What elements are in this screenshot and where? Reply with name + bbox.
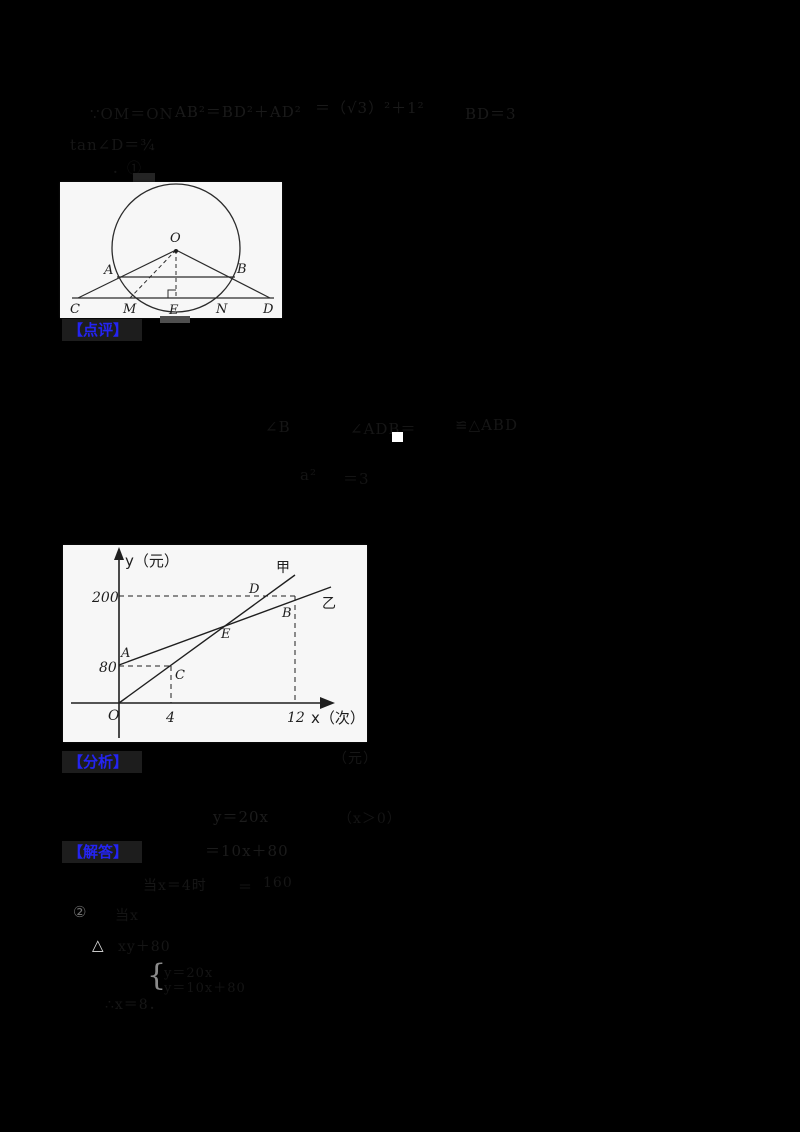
faint-text: ∠ADB＝ — [350, 420, 417, 438]
y-axis-label: y（元） — [125, 552, 179, 570]
label-O: O — [170, 231, 181, 246]
faint-text: ∠B — [265, 418, 291, 436]
faint-text: ＝（√3）²＋1² — [315, 99, 425, 117]
line-jia — [118, 574, 296, 704]
label-D: D — [248, 582, 260, 597]
image-artifact — [160, 316, 190, 323]
label-E: E — [168, 303, 179, 318]
faint-text: y＝20x — [213, 808, 270, 826]
label-M: M — [122, 302, 137, 317]
faint-text: BD＝3 — [465, 105, 517, 123]
x-axis-label: x（次） — [311, 709, 365, 727]
line-OC — [77, 249, 177, 299]
tick-80: 80 — [99, 660, 117, 676]
marker-label: 【分析】 — [68, 752, 129, 771]
label-jia: 甲 — [276, 560, 290, 576]
section-marker-fenxi: 【分析】 — [62, 751, 142, 773]
dashed-OM — [129, 249, 177, 299]
faint-text: 160 — [263, 875, 293, 891]
faint-text: y＝20x — [164, 966, 214, 981]
faint-text: y＝10x＋80 — [164, 981, 246, 996]
faint-text: 当x — [115, 908, 139, 924]
label-D: D — [262, 302, 274, 317]
tick-4: 4 — [165, 710, 175, 726]
center-dot-O — [174, 249, 178, 253]
faint-text: a² — [300, 466, 317, 484]
figure-line-graph: y（元） x（次） 200 80 O 4 12 甲 乙 A B C D E — [63, 545, 367, 742]
circle-O — [111, 183, 241, 313]
section-marker-dianping: 【点评】 — [62, 319, 142, 341]
label-B: B — [236, 262, 247, 277]
tick-200: 200 — [91, 590, 119, 606]
figure-circle-diagram: O A B C M E N D — [60, 182, 282, 318]
label-C: C — [175, 668, 185, 683]
item-number: ② — [73, 903, 88, 921]
white-box-glyph — [392, 432, 403, 442]
faint-text: ＝10x＋80 — [205, 842, 289, 860]
faint-text: AB²＝BD²＋AD² — [175, 103, 302, 121]
faint-text: tan∠D＝¾ — [70, 136, 156, 154]
faint-text: ∵OM＝ON — [90, 105, 174, 123]
right-angle-mark — [167, 289, 176, 298]
line-graph-svg: y（元） x（次） 200 80 O 4 12 甲 乙 A B C D E — [71, 547, 365, 738]
label-yi: 乙 — [322, 596, 336, 612]
faint-text: ＝ — [238, 880, 253, 896]
marker-label: 【点评】 — [68, 320, 129, 339]
label-C: C — [70, 302, 80, 317]
faint-text: ∴x＝8． — [105, 997, 164, 1013]
faint-text: （x＞0） — [338, 811, 402, 827]
faint-text: xy＋80 — [118, 939, 171, 955]
faint-text: ≌△ABD — [455, 416, 518, 434]
circle-diagram-svg: O A B C M E N D — [70, 183, 274, 318]
label-B: B — [281, 606, 292, 621]
line-yi — [118, 586, 332, 666]
faint-text: 当x＝4时 — [143, 878, 207, 894]
x-axis-arrow — [320, 697, 335, 709]
y-axis-arrow — [114, 547, 124, 560]
tick-12: 12 — [287, 710, 305, 726]
label-A: A — [103, 263, 113, 278]
label-N: N — [215, 302, 228, 317]
origin-label: O — [108, 708, 120, 724]
triangle-glyph: △ — [92, 936, 105, 954]
image-artifact — [133, 173, 155, 182]
faint-text: （元） — [333, 751, 378, 767]
brace-glyph: { — [147, 958, 168, 993]
faint-text: ＝3 — [343, 470, 370, 488]
marker-label: 【解答】 — [68, 842, 129, 861]
line-OD — [175, 249, 271, 299]
section-marker-jieda: 【解答】 — [62, 841, 142, 863]
label-A: A — [120, 646, 130, 661]
label-E: E — [220, 627, 231, 642]
